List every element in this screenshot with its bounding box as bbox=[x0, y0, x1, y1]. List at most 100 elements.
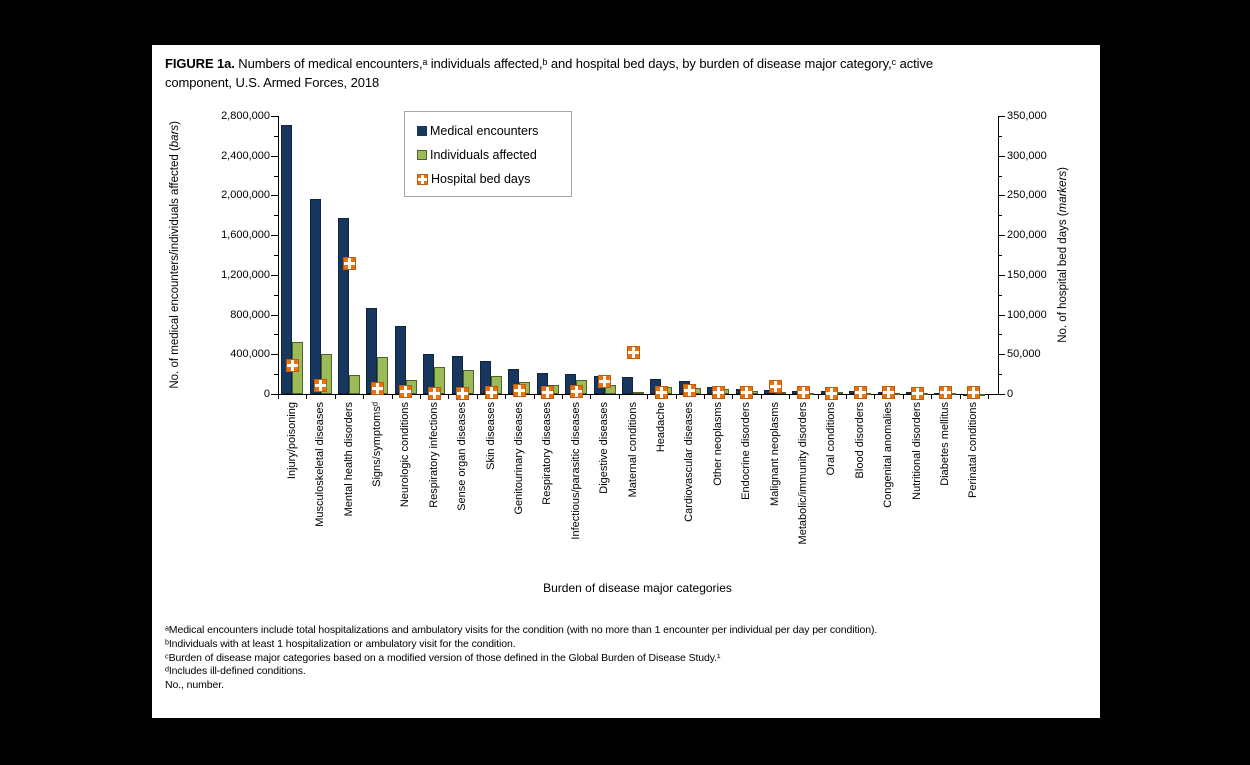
x-axis-tick bbox=[647, 395, 649, 399]
bar-medical-encounters bbox=[394, 326, 406, 394]
y-axis-major-tick-right bbox=[998, 274, 1005, 276]
y-axis-tick-label-left: 0 bbox=[263, 388, 270, 400]
y-axis-minor-tick-right bbox=[998, 334, 1002, 336]
y-axis-tick-label-left: 1,200,000 bbox=[221, 268, 270, 281]
marker-hospital-bed-days bbox=[512, 384, 526, 398]
marker-hospital-bed-days bbox=[569, 385, 583, 399]
legend-item-hospital-bed-days: Hospital bed days bbox=[417, 167, 571, 191]
y-axis-minor-tick-right bbox=[998, 374, 1002, 376]
marker-hospital-bed-days bbox=[853, 386, 867, 400]
legend-label: Individuals affected bbox=[430, 148, 537, 162]
y-axis-tick-label-right: 100,000 bbox=[1007, 308, 1047, 321]
x-axis-tick bbox=[846, 395, 847, 399]
x-axis-tick bbox=[760, 395, 762, 399]
marker-hospital-bed-days bbox=[910, 386, 924, 400]
x-axis-category-label: Infectious/parasitic diseases bbox=[569, 402, 582, 540]
bar-individuals-affected bbox=[633, 391, 644, 394]
x-axis-tick bbox=[590, 395, 592, 399]
y-axis-minor-tick bbox=[274, 255, 278, 256]
x-axis-tick bbox=[278, 395, 279, 399]
y-axis-major-tick-right bbox=[998, 394, 1005, 395]
y-axis-minor-tick-right bbox=[998, 294, 1002, 296]
x-axis-title: Burden of disease major categories bbox=[543, 581, 732, 595]
x-axis-category-label: Diabetes mellitus bbox=[938, 402, 951, 486]
marker-hospital-bed-days bbox=[541, 385, 555, 399]
marker-hospital-bed-days bbox=[370, 381, 384, 395]
figure-title-line2: component, U.S. Armed Forces, 2018 bbox=[165, 75, 380, 90]
x-axis-tick bbox=[363, 395, 365, 399]
y-axis-tick-label-right: 0 bbox=[1007, 388, 1014, 400]
y-axis-tick-label-left: 2,800,000 bbox=[221, 110, 270, 122]
individuals-affected-swatch-icon bbox=[417, 150, 427, 160]
y-axis-major-tick-right bbox=[998, 354, 1005, 356]
y-axis-tick-label-right: 50,000 bbox=[1007, 348, 1041, 361]
x-axis-category-label: Nutritional disorders bbox=[910, 402, 923, 500]
x-axis-tick bbox=[562, 395, 563, 399]
figure-title-line1: FIGURE 1a. Numbers of medical encounters… bbox=[165, 54, 1093, 73]
bar-individuals-affected bbox=[349, 374, 360, 394]
x-axis-tick bbox=[420, 395, 421, 399]
y-axis-major-tick-right bbox=[998, 314, 1005, 316]
figure-panel: FIGURE 1a. Numbers of medical encounters… bbox=[152, 45, 1100, 718]
x-axis-tick bbox=[817, 395, 819, 399]
y-axis-minor-tick bbox=[274, 135, 278, 137]
x-axis-tick bbox=[902, 395, 904, 399]
marker-hospital-bed-days bbox=[882, 386, 896, 400]
bar-medical-encounters bbox=[622, 376, 633, 394]
y-axis-major-tick-right bbox=[998, 235, 1005, 237]
x-axis-tick bbox=[732, 395, 734, 399]
x-axis-tick bbox=[704, 395, 705, 399]
x-axis-category-label: Cardiovascular diseases bbox=[683, 402, 696, 522]
footnote: No., number. bbox=[165, 679, 224, 692]
x-axis-tick bbox=[533, 395, 535, 399]
figure-title: FIGURE 1a. Numbers of medical encounters… bbox=[165, 54, 1093, 92]
y-axis-minor-tick-right bbox=[998, 175, 1002, 177]
y-axis-tick-label-left: 2,400,000 bbox=[221, 149, 270, 162]
x-axis-tick bbox=[874, 395, 876, 399]
figure-title-text: Numbers of medical encounters,ᵃ individu… bbox=[234, 56, 933, 71]
footnote: ᵃMedical encounters include total hospit… bbox=[165, 624, 878, 636]
marker-hospital-bed-days bbox=[427, 386, 441, 400]
hospital-bed-days-marker-icon bbox=[417, 173, 428, 185]
chart-region: No. of medical encounters/individuals af… bbox=[152, 45, 1100, 718]
y-axis-title-left: No. of medical encounters/individuals af… bbox=[169, 121, 181, 389]
legend-item-individuals-affected: Individuals affected bbox=[417, 143, 571, 167]
x-axis-category-label: Metabolic/immunity disorders bbox=[796, 402, 809, 545]
y-axis-minor-tick-right bbox=[998, 255, 1002, 256]
y-axis-tick-label-right: 350,000 bbox=[1007, 110, 1047, 122]
y-axis-major-tick bbox=[271, 314, 278, 316]
y-axis-tick-label-left: 400,000 bbox=[230, 348, 270, 361]
x-axis-category-label: Respiratory diseases bbox=[541, 402, 554, 505]
marker-hospital-bed-days bbox=[967, 386, 981, 400]
x-axis-tick bbox=[988, 395, 989, 399]
marker-hospital-bed-days bbox=[711, 385, 725, 399]
bar-medical-encounters bbox=[309, 199, 321, 394]
y-axis-major-tick bbox=[271, 274, 278, 276]
legend: Medical encounters Individuals affected … bbox=[404, 111, 572, 197]
y-axis-minor-tick bbox=[274, 294, 278, 296]
y-axis-major-tick-right bbox=[998, 116, 1005, 117]
x-axis-category-label: Oral conditions bbox=[825, 402, 838, 476]
marker-hospital-bed-days bbox=[399, 385, 413, 399]
y-axis-minor-tick bbox=[274, 374, 278, 376]
x-axis-category-label: Malignant neoplasms bbox=[768, 402, 781, 506]
x-axis-category-label: Congenital anomalies bbox=[882, 402, 895, 508]
y-axis-major-tick bbox=[271, 195, 278, 197]
x-axis-category-label: Sense organ diseases bbox=[456, 402, 469, 511]
y-axis-minor-tick-right bbox=[998, 215, 1002, 217]
marker-hospital-bed-days bbox=[683, 383, 697, 397]
x-axis-category-label: Maternal conditions bbox=[626, 402, 639, 498]
y-axis-major-tick-right bbox=[998, 155, 1005, 157]
y-axis-minor-tick bbox=[274, 334, 278, 336]
x-axis-tick bbox=[306, 395, 308, 399]
legend-item-medical-encounters: Medical encounters bbox=[417, 119, 571, 143]
x-axis-tick bbox=[391, 395, 393, 399]
x-axis-category-label: Musculoskeletal diseases bbox=[314, 402, 327, 527]
marker-hospital-bed-days bbox=[938, 386, 952, 400]
marker-hospital-bed-days bbox=[654, 386, 668, 400]
x-axis-category-label: Headache bbox=[654, 402, 667, 453]
y-axis-major-tick-right bbox=[998, 195, 1005, 197]
x-axis-category-label: Neurologic conditions bbox=[399, 402, 412, 508]
y-axis-tick-label-right: 300,000 bbox=[1007, 149, 1047, 162]
y-axis-major-tick bbox=[271, 116, 278, 117]
